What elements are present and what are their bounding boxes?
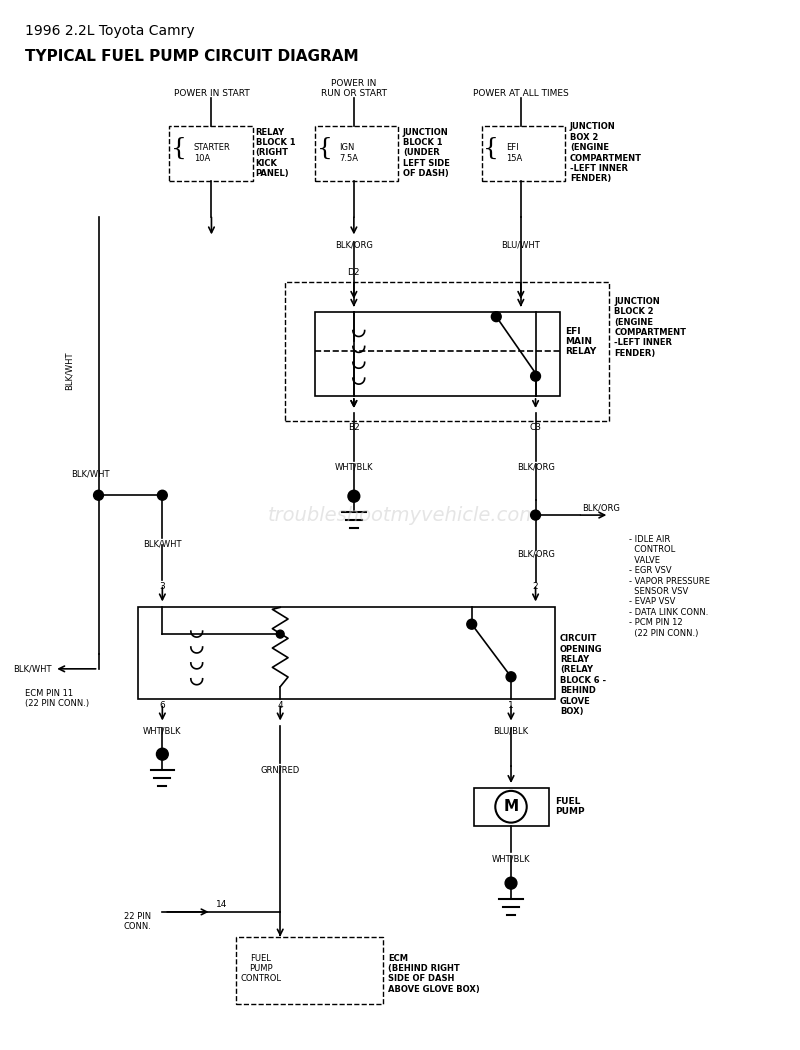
Text: FUEL
PUMP
CONTROL: FUEL PUMP CONTROL xyxy=(240,953,281,984)
Text: ECM PIN 11
(22 PIN CONN.): ECM PIN 11 (22 PIN CONN.) xyxy=(25,689,89,708)
Text: BLK/WHT: BLK/WHT xyxy=(71,469,110,479)
Text: POWER IN START: POWER IN START xyxy=(174,89,250,99)
Text: M: M xyxy=(503,799,518,814)
Text: BLK/ORG: BLK/ORG xyxy=(335,240,373,249)
Text: {: { xyxy=(171,136,187,160)
Bar xyxy=(314,126,398,181)
Text: BLK/ORG: BLK/ORG xyxy=(517,550,554,559)
Circle shape xyxy=(348,490,360,502)
Text: 3: 3 xyxy=(159,582,166,590)
Text: POWER IN
RUN OR START: POWER IN RUN OR START xyxy=(321,79,387,99)
Text: WHT/BLK: WHT/BLK xyxy=(143,727,182,735)
Circle shape xyxy=(94,490,103,500)
Text: 14: 14 xyxy=(216,900,228,909)
Text: D2: D2 xyxy=(348,268,360,277)
Text: JUNCTION
BLOCK 2
(ENGINE
COMPARTMENT
-LEFT INNER
FENDER): JUNCTION BLOCK 2 (ENGINE COMPARTMENT -LE… xyxy=(614,297,686,358)
Text: BLU/BLK: BLU/BLK xyxy=(494,727,529,735)
Bar xyxy=(170,126,253,181)
Bar xyxy=(314,312,560,396)
Text: RELAY
BLOCK 1
(RIGHT
KICK
PANEL): RELAY BLOCK 1 (RIGHT KICK PANEL) xyxy=(256,128,295,178)
Text: troubleshootmyvehicle.com: troubleshootmyvehicle.com xyxy=(267,506,538,525)
Text: EFI
MAIN
RELAY: EFI MAIN RELAY xyxy=(565,327,596,356)
Text: GRN/RED: GRN/RED xyxy=(261,765,300,774)
Text: JUNCTION
BLOCK 1
(UNDER
LEFT SIDE
OF DASH): JUNCTION BLOCK 1 (UNDER LEFT SIDE OF DAS… xyxy=(403,128,450,178)
Text: BLK/WHT: BLK/WHT xyxy=(143,540,182,549)
Text: 6: 6 xyxy=(159,700,166,710)
Circle shape xyxy=(157,749,168,760)
Circle shape xyxy=(530,372,541,381)
Text: {: { xyxy=(317,136,332,160)
Text: STARTER
10A: STARTER 10A xyxy=(194,143,230,163)
Text: WHT/BLK: WHT/BLK xyxy=(334,462,373,471)
Text: CIRCUIT
OPENING
RELAY
(RELAY
BLOCK 6 -
BEHIND
GLOVE
BOX): CIRCUIT OPENING RELAY (RELAY BLOCK 6 - B… xyxy=(560,634,606,716)
Circle shape xyxy=(491,312,501,321)
Text: B2: B2 xyxy=(348,423,360,432)
Bar xyxy=(474,788,550,825)
Text: IGN
7.5A: IGN 7.5A xyxy=(339,143,358,163)
Text: BLU/WHT: BLU/WHT xyxy=(502,240,540,249)
Text: BLK/WHT: BLK/WHT xyxy=(65,352,74,391)
Circle shape xyxy=(530,510,541,520)
Circle shape xyxy=(467,620,477,629)
Circle shape xyxy=(276,630,284,638)
Bar xyxy=(285,282,610,421)
Text: - IDLE AIR
  CONTROL
  VALVE
- EGR VSV
- VAPOR PRESSURE
  SENSOR VSV
- EVAP VSV
: - IDLE AIR CONTROL VALVE - EGR VSV - VAP… xyxy=(629,534,710,637)
Text: {: { xyxy=(483,136,499,160)
Text: BLK/WHT: BLK/WHT xyxy=(13,665,51,673)
Text: WHT/BLK: WHT/BLK xyxy=(492,855,530,863)
Text: C3: C3 xyxy=(530,423,542,432)
Circle shape xyxy=(506,672,516,681)
Bar xyxy=(482,126,565,181)
Text: 1: 1 xyxy=(508,700,514,710)
Text: POWER AT ALL TIMES: POWER AT ALL TIMES xyxy=(473,89,569,99)
Bar xyxy=(236,937,383,1004)
Text: 4: 4 xyxy=(278,700,283,710)
Text: BLK/ORG: BLK/ORG xyxy=(517,462,554,471)
Text: JUNCTION
BOX 2
(ENGINE
COMPARTMENT
-LEFT INNER
FENDER): JUNCTION BOX 2 (ENGINE COMPARTMENT -LEFT… xyxy=(570,123,642,184)
Text: FUEL
PUMP: FUEL PUMP xyxy=(555,797,585,817)
Text: ECM
(BEHIND RIGHT
SIDE OF DASH
ABOVE GLOVE BOX): ECM (BEHIND RIGHT SIDE OF DASH ABOVE GLO… xyxy=(388,953,480,993)
Circle shape xyxy=(505,877,517,889)
Text: 1996 2.2L Toyota Camry: 1996 2.2L Toyota Camry xyxy=(25,24,194,38)
Circle shape xyxy=(158,490,167,500)
Text: 2: 2 xyxy=(533,582,538,590)
Text: EFI
15A: EFI 15A xyxy=(506,143,522,163)
Text: 22 PIN
CONN.: 22 PIN CONN. xyxy=(124,911,152,931)
Text: BLK/ORG: BLK/ORG xyxy=(582,503,620,512)
Bar xyxy=(138,607,555,698)
Text: TYPICAL FUEL PUMP CIRCUIT DIAGRAM: TYPICAL FUEL PUMP CIRCUIT DIAGRAM xyxy=(25,48,358,64)
